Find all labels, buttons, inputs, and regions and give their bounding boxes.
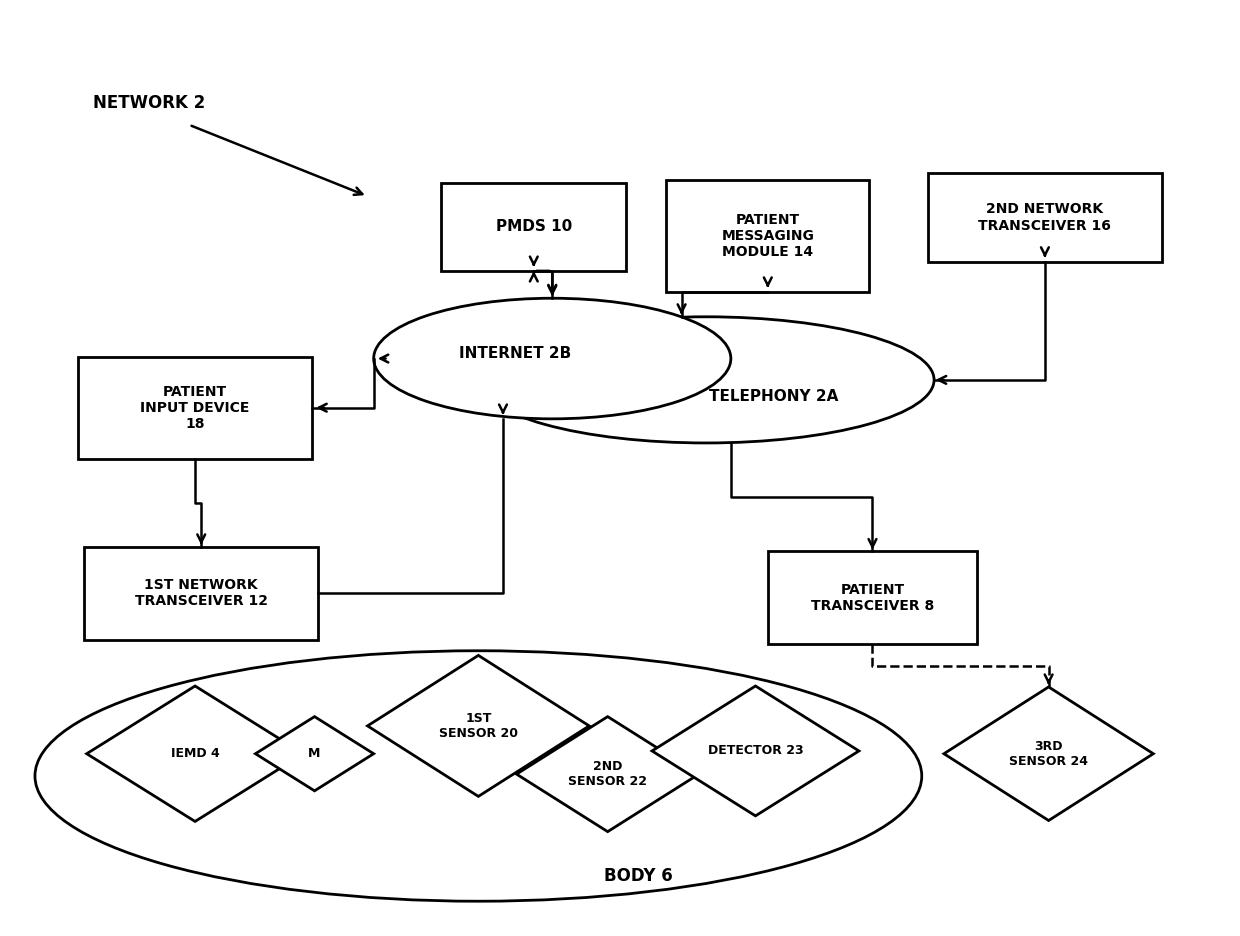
Text: PATIENT
MESSAGING
MODULE 14: PATIENT MESSAGING MODULE 14	[722, 212, 815, 259]
Polygon shape	[255, 717, 373, 791]
Text: 2ND
SENSOR 22: 2ND SENSOR 22	[568, 760, 647, 788]
Polygon shape	[517, 717, 699, 832]
Ellipse shape	[35, 651, 921, 901]
Text: 1ST NETWORK
TRANSCEIVER 12: 1ST NETWORK TRANSCEIVER 12	[135, 578, 268, 608]
Text: TELEPHONY 2A: TELEPHONY 2A	[709, 389, 838, 404]
Ellipse shape	[479, 316, 934, 443]
Text: INTERNET 2B: INTERNET 2B	[459, 346, 572, 361]
Bar	[84, 547, 319, 639]
Bar	[768, 551, 977, 644]
Text: NETWORK 2: NETWORK 2	[93, 95, 205, 112]
Ellipse shape	[373, 299, 730, 418]
Text: DETECTOR 23: DETECTOR 23	[708, 744, 804, 757]
Polygon shape	[367, 655, 589, 797]
Text: 2ND NETWORK
TRANSCEIVER 16: 2ND NETWORK TRANSCEIVER 16	[978, 202, 1111, 233]
Text: 3RD
SENSOR 24: 3RD SENSOR 24	[1009, 739, 1089, 768]
Polygon shape	[652, 686, 859, 816]
Bar	[441, 183, 626, 271]
Text: BODY 6: BODY 6	[604, 867, 673, 885]
Bar	[666, 181, 869, 292]
Bar	[928, 173, 1162, 261]
Text: PATIENT
INPUT DEVICE
18: PATIENT INPUT DEVICE 18	[140, 385, 249, 431]
Polygon shape	[944, 687, 1153, 821]
Text: PMDS 10: PMDS 10	[496, 219, 572, 234]
Text: M: M	[309, 747, 321, 760]
Text: PATIENT
TRANSCEIVER 8: PATIENT TRANSCEIVER 8	[811, 583, 934, 613]
Text: 1ST
SENSOR 20: 1ST SENSOR 20	[439, 712, 518, 739]
Polygon shape	[87, 686, 304, 822]
Bar	[78, 357, 312, 459]
Text: IEMD 4: IEMD 4	[171, 747, 219, 760]
